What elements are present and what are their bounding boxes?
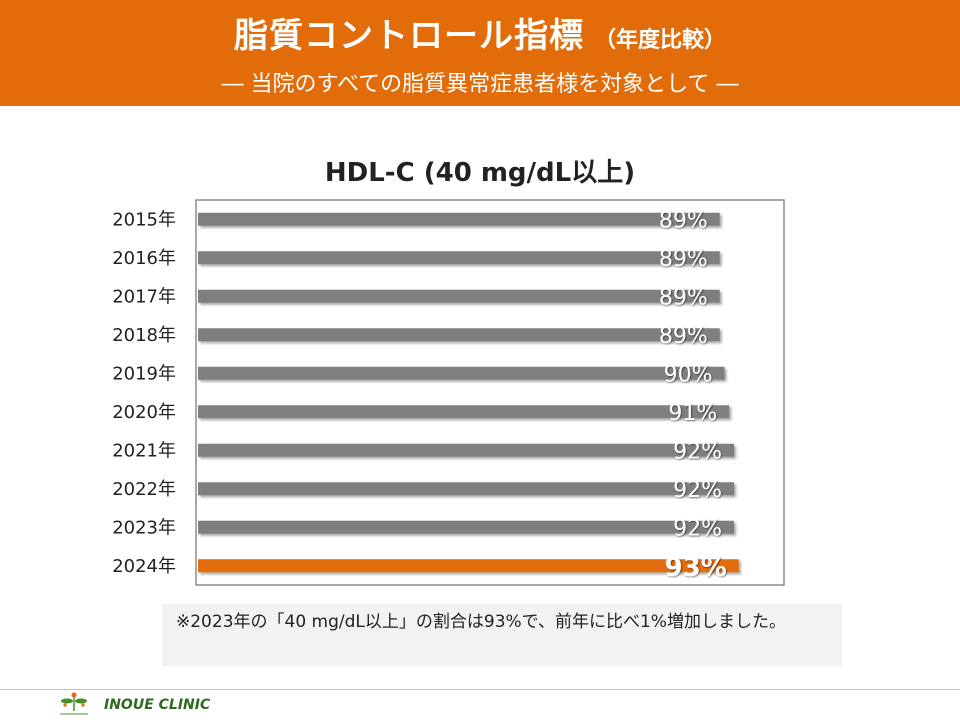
note-text: ※2023年の「40 mg/dL以上」の割合は93%で、前年に比べ1%増加しまし… (176, 612, 786, 632)
category-label: 2022年 (112, 479, 176, 500)
category-label: 2016年 (112, 248, 176, 269)
category-label: 2017年 (112, 286, 176, 307)
clinic-name: INOUE CLINIC (104, 697, 211, 713)
data-label: 91% (668, 401, 717, 426)
data-label: 89% (659, 247, 708, 272)
category-label: 2015年 (112, 209, 176, 230)
category-label: 2024年 (112, 556, 176, 577)
page-subtitle: ― 当院のすべての脂質異常症患者様を対象として ― (221, 72, 739, 97)
bar (198, 251, 720, 265)
bar (198, 405, 730, 419)
data-label: 89% (659, 208, 708, 233)
category-label: 2018年 (112, 325, 176, 346)
bar (198, 443, 734, 457)
footer-divider (0, 689, 960, 690)
data-label: 89% (659, 285, 708, 310)
category-label: 2023年 (112, 517, 176, 538)
data-label: 93% (665, 553, 727, 583)
bar (198, 482, 734, 496)
bar (198, 559, 739, 573)
bar (198, 520, 734, 534)
bar (198, 328, 720, 342)
page-title-suffix: （年度比較） (593, 28, 726, 53)
data-label: 90% (664, 362, 713, 387)
chart-title: HDL-C (40 mg/dL以上) (324, 158, 636, 188)
data-label: 92% (673, 439, 722, 464)
bar (198, 366, 725, 380)
clinic-logo-icon (60, 692, 88, 715)
data-label: 92% (673, 478, 722, 503)
category-label: 2021年 (112, 440, 176, 461)
note-box: ※2023年の「40 mg/dL以上」の割合は93%で、前年に比べ1%増加しまし… (162, 604, 842, 666)
bar (198, 212, 720, 226)
category-label: 2020年 (112, 402, 176, 423)
header-banner: 脂質コントロール指標 （年度比較） ― 当院のすべての脂質異常症患者様を対象として… (0, 0, 960, 106)
title-line: 脂質コントロール指標 （年度比較） (0, 8, 960, 57)
category-label: 2019年 (112, 363, 176, 384)
bar (198, 289, 720, 303)
page-title: 脂質コントロール指標 (233, 16, 584, 56)
plot-area-frame (195, 199, 785, 586)
data-label: 89% (659, 324, 708, 349)
data-label: 92% (673, 516, 722, 541)
